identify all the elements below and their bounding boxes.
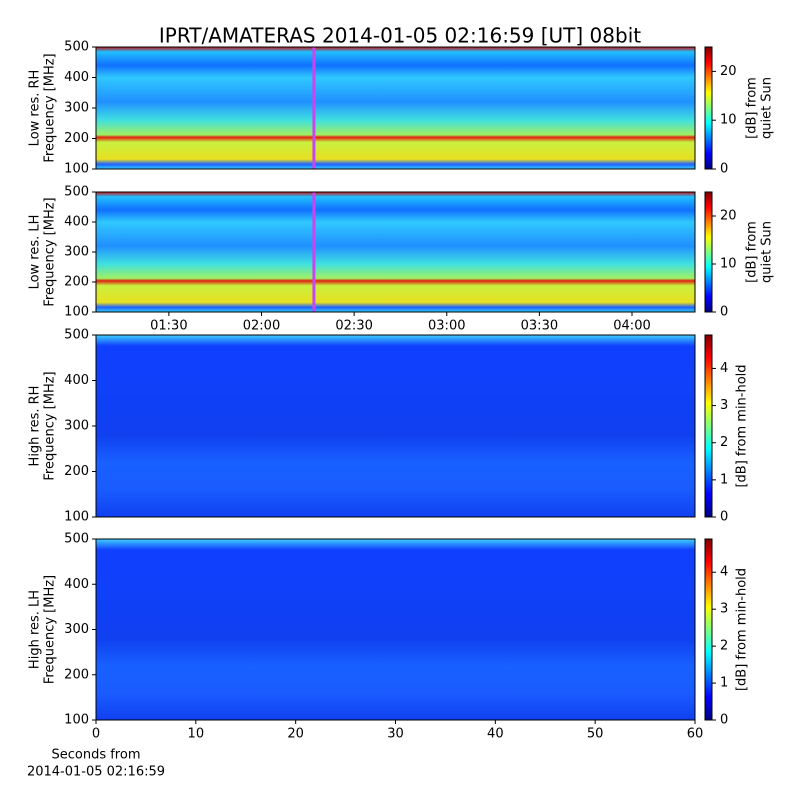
colorbar <box>704 334 713 518</box>
colorbar-tick-label: 3 <box>720 398 728 413</box>
y-axis-label: Frequency [MHz] <box>43 197 58 306</box>
y-tick-label: 500 <box>64 185 89 200</box>
colorbar-tick-label: 2 <box>720 639 728 654</box>
x-tick-label: 04:00 <box>613 319 650 334</box>
colorbar-tick-label: 4 <box>720 565 728 580</box>
x-axis-label: 2014-01-05 02:16:59 <box>27 765 165 780</box>
y-tick-label: 100 <box>64 713 89 728</box>
y-tick-label: 500 <box>64 328 89 343</box>
colorbar-tick-label: 1 <box>720 676 728 691</box>
y-tick-label: 100 <box>64 510 89 525</box>
colorbar-tick-label: 1 <box>720 472 728 487</box>
y-tick-label: 200 <box>64 464 89 479</box>
y-tick-label: 200 <box>64 275 89 290</box>
x-tick-label: 20 <box>287 727 304 742</box>
colorbar-label: [dB] from <box>745 77 760 139</box>
spectrogram <box>96 192 695 312</box>
y-tick-label: 300 <box>64 245 89 260</box>
colorbar-tick-label: 3 <box>720 602 728 617</box>
y-tick-label: 400 <box>64 70 89 85</box>
y-tick-label: 100 <box>64 162 89 177</box>
spectrogram <box>96 335 695 517</box>
x-tick-label: 01:30 <box>150 319 187 334</box>
y-axis-label: High res. LH <box>28 590 43 669</box>
y-tick-label: 300 <box>64 622 89 637</box>
y-axis-label: Low res. RH <box>28 70 43 147</box>
x-tick-label: 30 <box>387 727 404 742</box>
y-axis-label: Frequency [MHz] <box>43 53 58 162</box>
x-tick-label: 03:30 <box>521 319 558 334</box>
colorbar-label: quiet Sun <box>760 77 775 139</box>
y-axis-label: Frequency [MHz] <box>43 575 58 684</box>
y-tick-label: 300 <box>64 419 89 434</box>
colorbar-tick-label: 2 <box>720 435 728 450</box>
y-axis-label: Low res. LH <box>28 215 43 290</box>
x-tick-label: 60 <box>687 727 704 742</box>
y-tick-label: 100 <box>64 305 89 320</box>
colorbar-tick-label: 0 <box>720 305 728 320</box>
colorbar-label: [dB] from min-hold <box>735 568 750 691</box>
colorbar-tick-label: 10 <box>720 257 737 272</box>
x-tick-label: 0 <box>92 727 100 742</box>
x-tick-label: 50 <box>587 727 604 742</box>
y-tick-label: 500 <box>64 532 89 547</box>
y-tick-label: 400 <box>64 373 89 388</box>
x-tick-label: 10 <box>188 727 205 742</box>
colorbar-tick-label: 0 <box>720 510 728 525</box>
colorbar-tick-label: 10 <box>720 113 737 128</box>
colorbar-label: [dB] from min-hold <box>735 364 750 487</box>
colorbar-tick-label: 0 <box>720 713 728 728</box>
x-axis-label: Seconds from <box>51 748 140 763</box>
x-tick-label: 03:00 <box>428 319 465 334</box>
x-tick-label: 40 <box>487 727 504 742</box>
colorbar-tick-label: 4 <box>720 361 728 376</box>
y-axis-label: Frequency [MHz] <box>43 371 58 480</box>
x-tick-label: 02:00 <box>243 319 280 334</box>
colorbar <box>704 46 713 170</box>
figure-title: IPRT/AMATERAS 2014-01-05 02:16:59 [UT] 0… <box>159 24 641 48</box>
spectrogram <box>96 539 695 720</box>
y-tick-label: 400 <box>64 577 89 592</box>
colorbar <box>704 538 713 721</box>
colorbar-label: [dB] from <box>745 221 760 283</box>
spectrogram <box>96 47 695 169</box>
y-tick-label: 200 <box>64 667 89 682</box>
colorbar-label: quiet Sun <box>760 221 775 283</box>
colorbar <box>704 191 713 313</box>
y-tick-label: 300 <box>64 101 89 116</box>
y-tick-label: 400 <box>64 215 89 230</box>
y-axis-label: High res. RH <box>28 386 43 467</box>
colorbar-tick-label: 20 <box>720 209 737 224</box>
x-tick-label: 02:30 <box>335 319 372 334</box>
y-tick-label: 200 <box>64 131 89 146</box>
colorbar-tick-label: 20 <box>720 64 737 79</box>
colorbar-tick-label: 0 <box>720 162 728 177</box>
y-tick-label: 500 <box>64 40 89 55</box>
